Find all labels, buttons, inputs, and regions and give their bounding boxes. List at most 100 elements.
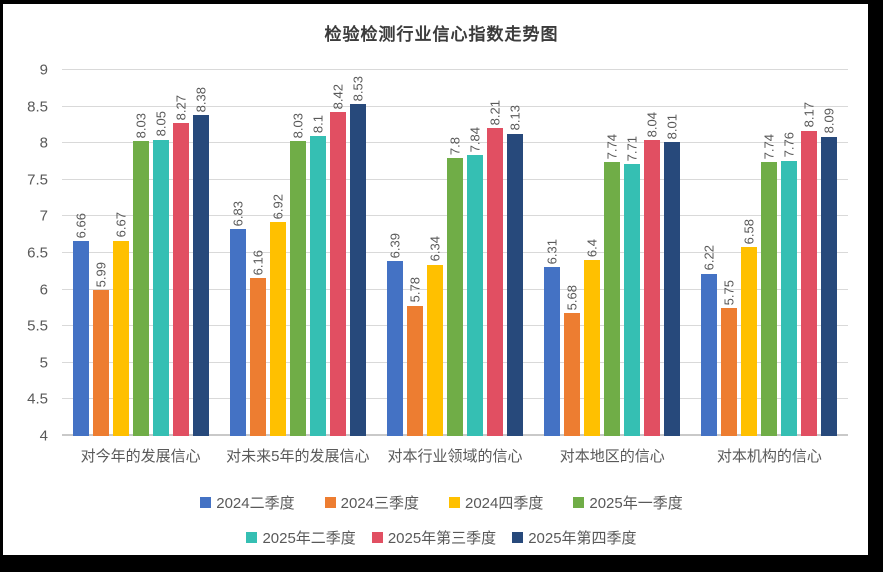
bar-value-label: 7.84 [467, 126, 483, 152]
bar-column: 8.03 [132, 70, 149, 436]
bar-value-label: 8.03 [290, 112, 306, 139]
bar [604, 162, 621, 436]
bar [761, 162, 778, 436]
bar-column: 6.66 [72, 70, 89, 436]
bar-column: 6.83 [229, 70, 246, 436]
bar [721, 307, 738, 436]
bar-value-label: 7.74 [761, 133, 777, 160]
bar [192, 115, 209, 436]
bar-value-label: 7.74 [604, 133, 620, 160]
bar-column: 7.76 [781, 70, 798, 436]
bar [329, 112, 346, 436]
bar-column: 8.03 [289, 70, 306, 436]
bar-column: 8.53 [349, 70, 366, 436]
y-axis: 4 4.5 5 5.5 6 6.5 7 7.5 8 8.5 9 [0, 63, 48, 444]
bar [112, 240, 129, 436]
legend-marker-icon [449, 497, 460, 508]
gridline [62, 69, 848, 70]
bar [72, 241, 89, 436]
bar-value-label: 5.68 [564, 284, 580, 311]
bar-value-label: 6.67 [113, 212, 129, 238]
bar-column: 6.34 [427, 70, 443, 436]
y-tick-label: 8.5 [27, 98, 48, 116]
bar [407, 305, 423, 436]
legend-row-1: 2024二季度 2024三季度 2024四季度 2025年一季度 [0, 492, 883, 513]
bar [349, 104, 366, 436]
bar [152, 139, 169, 436]
bar-value-label: 8.38 [193, 87, 209, 113]
bar-value-label: 6.16 [250, 249, 266, 275]
bar [664, 142, 681, 436]
bar-value-label: 8.04 [644, 111, 660, 138]
y-tick-label: 6 [39, 281, 48, 299]
legend-label: 2025年第三季度 [387, 530, 497, 547]
bar-value-label: 6.22 [701, 245, 717, 271]
x-axis: 对今年的发展信心 对未来5年的发展信心 对本行业领域的信心 对本地区的信心 对本机构的信… [62, 445, 848, 466]
bar-group: 6.31 5.68 6.4 7.74 7.71 8.04 8.01 [534, 70, 691, 436]
bar-column: 7.84 [467, 70, 483, 436]
bar-column: 8.38 [192, 70, 209, 436]
bar-value-label: 8.53 [350, 76, 366, 102]
bar-value-label: 8.27 [173, 95, 189, 121]
bar [387, 261, 403, 436]
bar-group: 6.22 5.75 6.58 7.74 7.76 8.17 8.09 [691, 70, 848, 436]
bar-column: 8.13 [507, 70, 523, 436]
legend-item: 2024四季度 [449, 492, 543, 513]
bar-value-label: 5.75 [721, 279, 737, 305]
legend-marker-icon [246, 532, 258, 543]
bar [447, 157, 463, 436]
y-tick-label: 6.5 [27, 244, 48, 262]
bar-column: 5.78 [407, 70, 423, 436]
bar-column: 8.27 [172, 70, 189, 436]
legend-row-2: 2025年二季度 2025年第三季度 2025年第四季度 [0, 527, 883, 548]
bar [487, 127, 503, 436]
y-tick-label: 4 [39, 427, 48, 445]
legend-item: 2025年第三季度 [371, 527, 497, 548]
bar-column: 8.42 [329, 70, 346, 436]
bar [229, 228, 246, 436]
bar [507, 133, 523, 436]
bar-value-label: 8.42 [330, 84, 346, 110]
bar-column: 6.92 [269, 70, 286, 436]
bar-value-label: 8.03 [133, 112, 149, 139]
legend-item: 2025年一季度 [573, 492, 683, 513]
bar-column: 7.71 [624, 70, 641, 436]
bar-groups: 6.66 5.99 6.67 8.03 8.05 8.27 8.38 6.83 6.16 6.92… [62, 70, 848, 436]
gridline [62, 105, 848, 107]
category-label: 对本机构的信心 [716, 448, 822, 465]
bar-column: 8.09 [821, 70, 838, 436]
gridline [62, 142, 848, 144]
bar-value-label: 8.09 [821, 108, 837, 134]
legend-item: 2024三季度 [324, 492, 419, 513]
bar-value-label: 8.05 [153, 111, 169, 137]
legend-marker-icon [200, 497, 212, 508]
y-tick-label: 9 [39, 61, 48, 79]
bar-value-label: 7.8 [447, 136, 463, 155]
bar [781, 160, 798, 436]
legend-marker-icon [512, 532, 524, 543]
bar-column: 8.01 [664, 70, 681, 436]
bar-group: 6.83 6.16 6.92 8.03 8.1 8.42 8.53 [219, 70, 376, 436]
bar-column: 5.75 [721, 70, 738, 436]
legend-marker-icon [371, 532, 383, 543]
bar [544, 266, 561, 436]
bar [741, 247, 758, 436]
bar-column: 6.4 [584, 70, 601, 436]
legend-item: 2025年第四季度 [512, 527, 637, 548]
bar [309, 135, 326, 436]
bar-value-label: 8.13 [507, 105, 523, 131]
bar [467, 154, 483, 436]
bar-column: 6.39 [387, 70, 403, 436]
bar [801, 130, 818, 436]
bar-value-label: 5.78 [407, 277, 423, 303]
bar [564, 313, 581, 436]
bar-column: 7.74 [761, 70, 778, 436]
legend-label: 2024四季度 [465, 495, 544, 512]
legend-item: 2024二季度 [200, 492, 295, 513]
chart-title: 检验检测行业信心指数走势图 [324, 25, 559, 44]
bar-value-label: 7.71 [624, 136, 640, 162]
bar-value-label: 6.31 [544, 238, 560, 264]
bar [624, 164, 641, 436]
bar [821, 136, 838, 436]
